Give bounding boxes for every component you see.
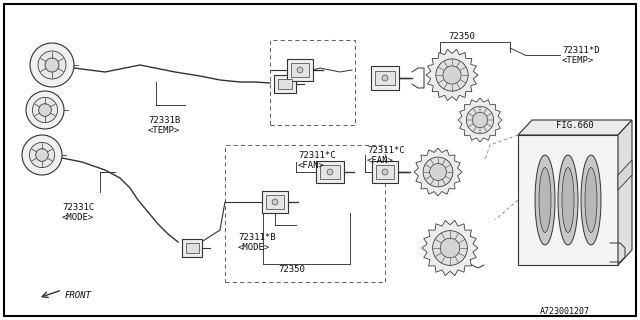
Bar <box>376 165 394 179</box>
Circle shape <box>272 199 278 205</box>
Bar <box>291 63 309 76</box>
Bar <box>266 196 284 209</box>
Circle shape <box>22 135 62 175</box>
Polygon shape <box>422 220 478 276</box>
Circle shape <box>443 66 461 84</box>
Text: <FAN>: <FAN> <box>298 161 325 170</box>
Circle shape <box>33 97 58 123</box>
Text: <TEMP>: <TEMP> <box>148 125 180 134</box>
Circle shape <box>327 169 333 175</box>
Circle shape <box>436 59 468 91</box>
Circle shape <box>429 164 447 180</box>
Bar <box>274 75 296 93</box>
Circle shape <box>382 75 388 81</box>
Circle shape <box>38 51 66 79</box>
Polygon shape <box>518 120 632 135</box>
Ellipse shape <box>585 167 597 233</box>
Bar <box>375 71 395 85</box>
Bar <box>372 161 398 183</box>
Bar <box>278 79 292 89</box>
Ellipse shape <box>558 155 578 245</box>
Circle shape <box>440 238 460 258</box>
Polygon shape <box>426 49 478 100</box>
Bar <box>320 165 340 179</box>
Text: 72311*B: 72311*B <box>238 234 276 243</box>
Circle shape <box>297 67 303 73</box>
Circle shape <box>472 112 488 128</box>
Ellipse shape <box>535 155 555 245</box>
Bar <box>182 239 202 257</box>
Polygon shape <box>618 120 632 265</box>
Text: 72311*D: 72311*D <box>562 45 600 54</box>
Circle shape <box>38 104 51 116</box>
Polygon shape <box>414 148 462 196</box>
Circle shape <box>26 91 64 129</box>
Ellipse shape <box>539 167 551 233</box>
Text: 72311*C: 72311*C <box>367 146 404 155</box>
Bar <box>262 191 288 213</box>
Ellipse shape <box>562 167 574 233</box>
Polygon shape <box>458 98 502 142</box>
Text: 72311*C: 72311*C <box>298 150 335 159</box>
Bar <box>287 59 313 81</box>
Polygon shape <box>518 135 618 265</box>
Text: FRONT: FRONT <box>65 292 92 300</box>
Text: 72350: 72350 <box>278 266 305 275</box>
Text: 72331B: 72331B <box>148 116 180 124</box>
Text: 72350: 72350 <box>448 31 475 41</box>
Circle shape <box>36 149 48 161</box>
Bar <box>371 66 399 90</box>
Circle shape <box>29 142 54 168</box>
Bar <box>186 243 198 253</box>
Circle shape <box>423 157 453 187</box>
Circle shape <box>433 231 467 265</box>
Text: <FAN>: <FAN> <box>367 156 394 164</box>
Ellipse shape <box>581 155 601 245</box>
Polygon shape <box>618 160 632 190</box>
Circle shape <box>30 43 74 87</box>
Text: <TEMP>: <TEMP> <box>562 55 595 65</box>
Circle shape <box>382 169 388 175</box>
Text: FIG.660: FIG.660 <box>556 121 594 130</box>
Circle shape <box>467 106 493 134</box>
Circle shape <box>45 58 59 72</box>
Bar <box>316 161 344 183</box>
Text: <MODE>: <MODE> <box>62 213 94 222</box>
Text: 72331C: 72331C <box>62 204 94 212</box>
Text: <MODE>: <MODE> <box>238 244 270 252</box>
Text: A723001207: A723001207 <box>540 308 590 316</box>
